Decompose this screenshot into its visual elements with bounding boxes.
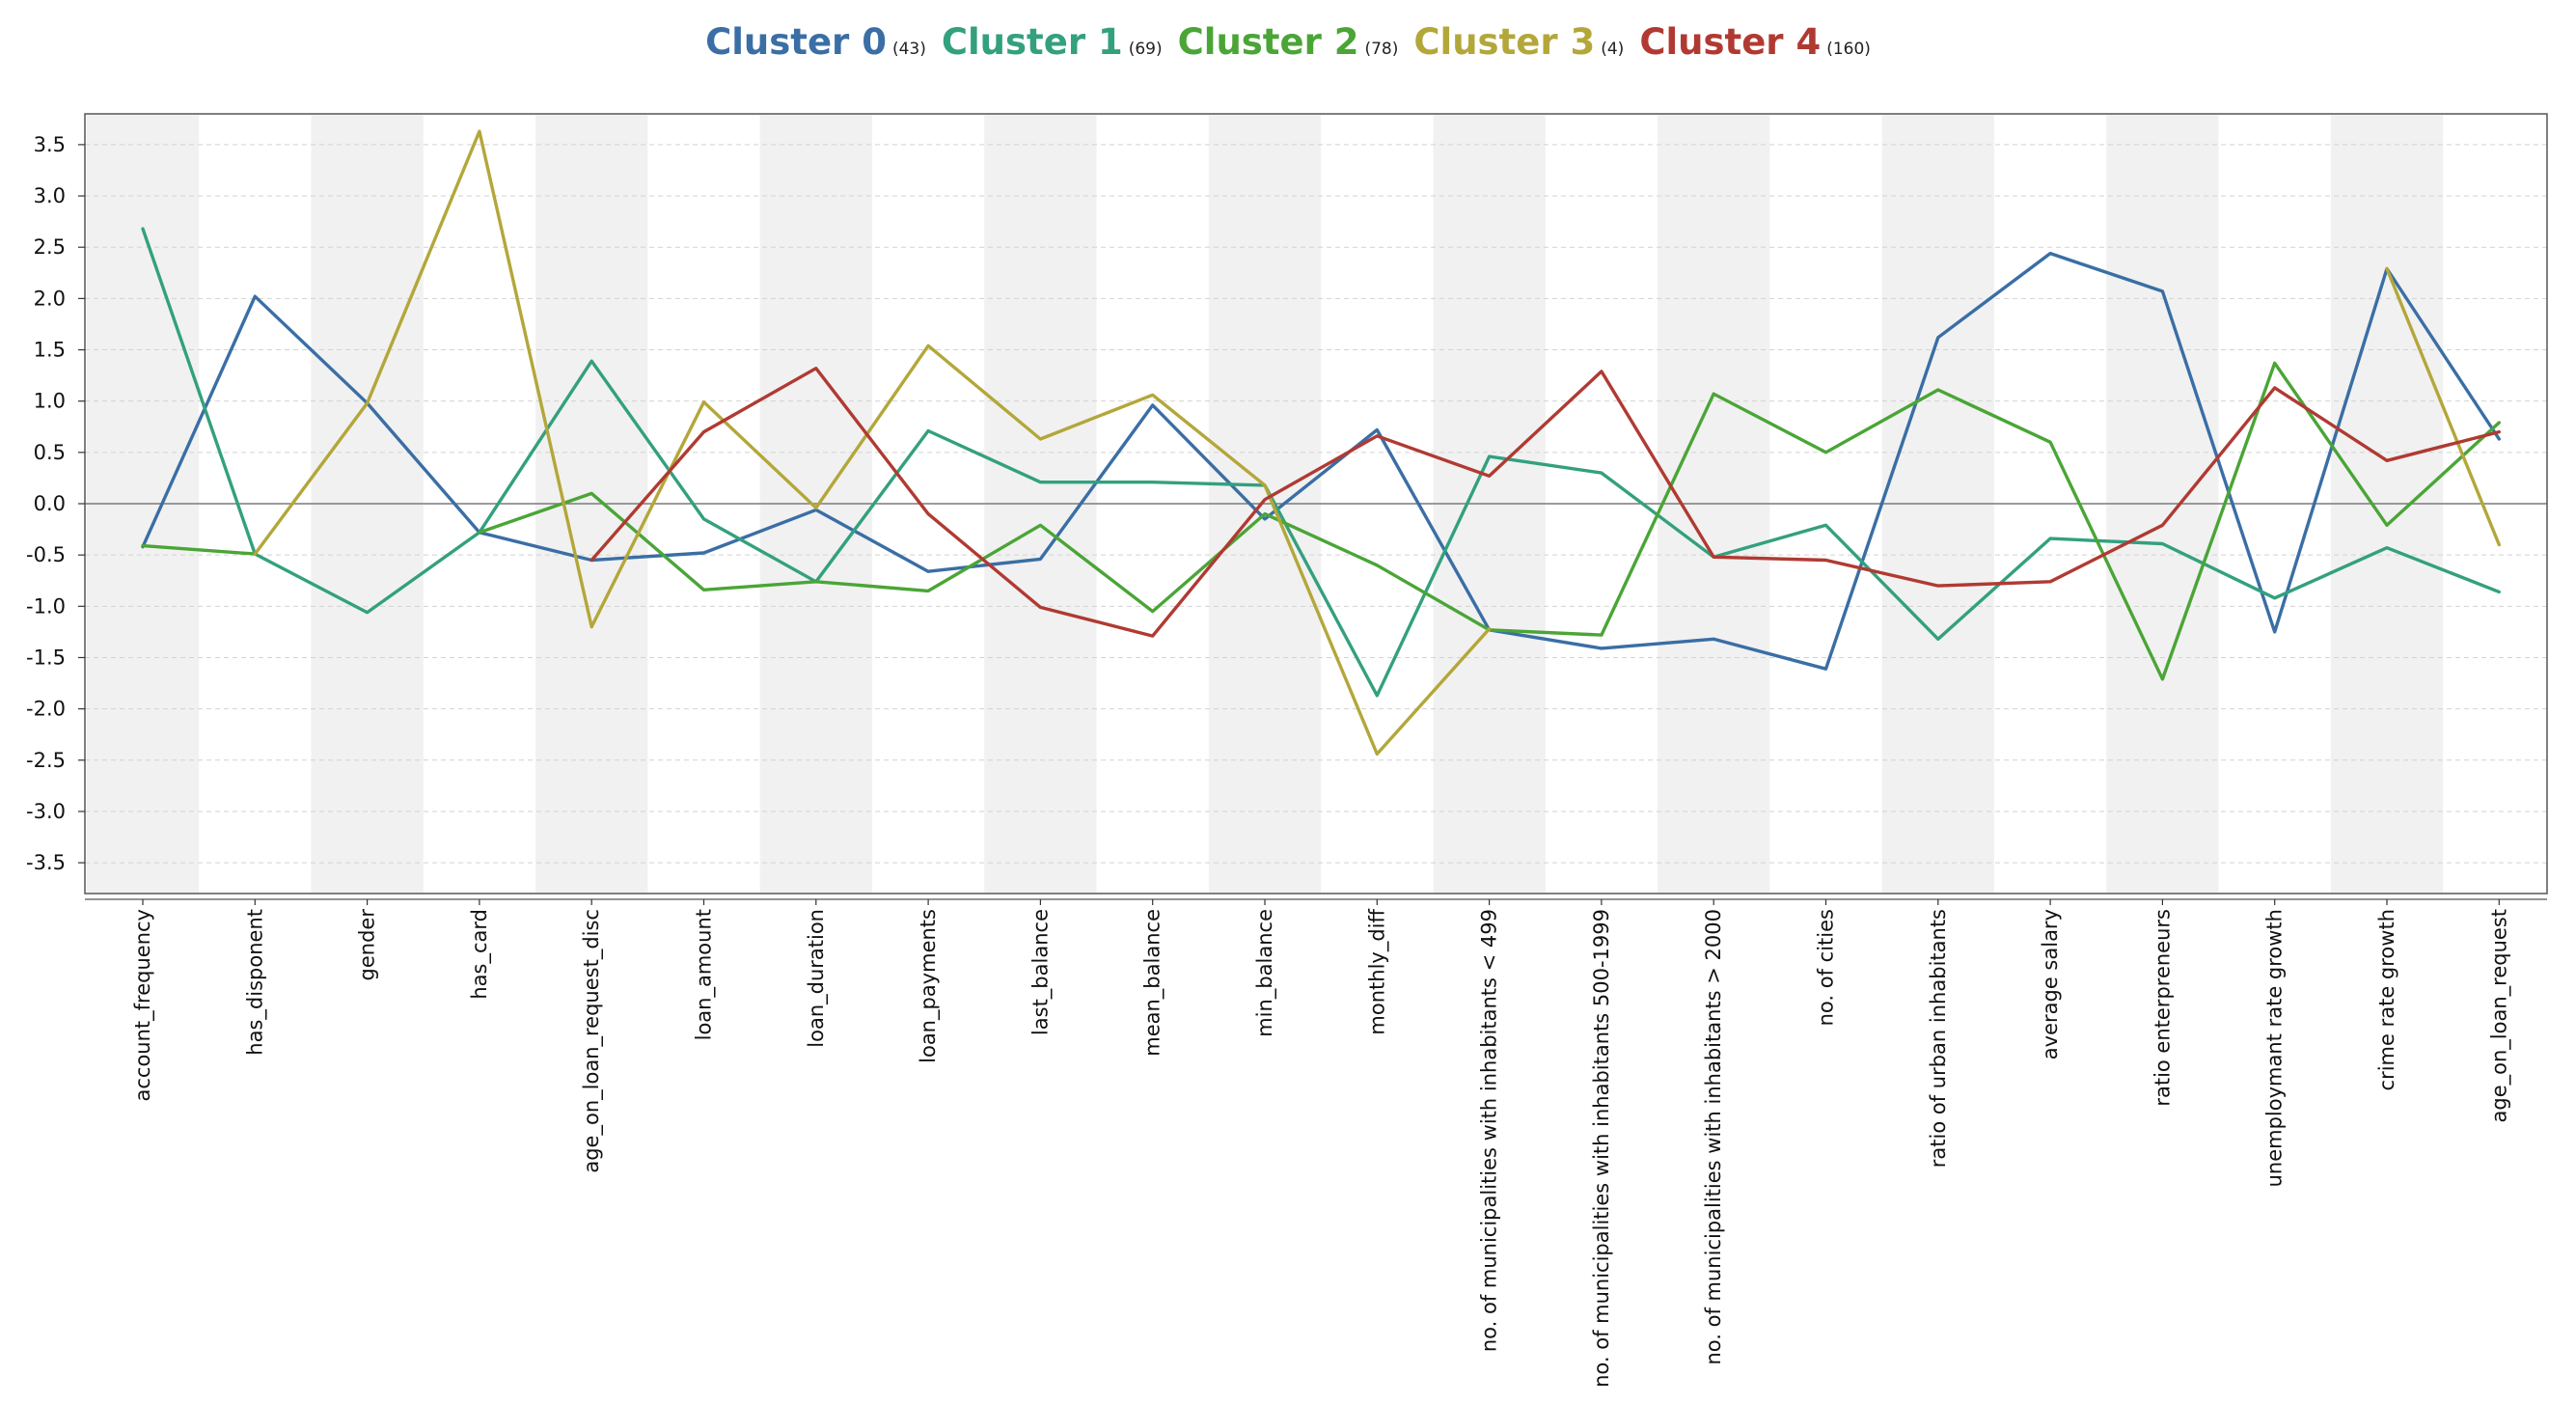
x-tick-label: age_on_loan_request_disc xyxy=(580,909,604,1173)
y-tick-label: 0.0 xyxy=(34,492,66,515)
legend-item-cluster-1[interactable]: Cluster 1 (69) xyxy=(942,21,1163,63)
legend-label: Cluster 3 xyxy=(1413,21,1596,63)
x-tick-label: unemploymant rate growth xyxy=(2263,909,2287,1187)
y-tick-label: 2.5 xyxy=(34,235,66,259)
series-line-cluster-3 xyxy=(2385,266,2501,547)
x-tick-label: has_card xyxy=(468,909,492,1000)
legend-label: Cluster 4 xyxy=(1639,21,1822,63)
legend-count: (4) xyxy=(1601,40,1625,59)
series-line-cluster-0 xyxy=(141,251,2501,671)
x-tick-label: loan_duration xyxy=(805,909,829,1048)
legend-item-cluster-2[interactable]: Cluster 2 (78) xyxy=(1178,21,1399,63)
x-tick-label: no. of municipalities with inhabitants <… xyxy=(1478,909,1501,1352)
legend-item-cluster-3[interactable]: Cluster 3 (4) xyxy=(1413,21,1624,63)
y-tick-label: -1.5 xyxy=(26,646,66,669)
y-tick-label: 1.0 xyxy=(34,390,66,413)
y-tick-label: -1.0 xyxy=(26,594,66,618)
x-tick-label: crime rate growth xyxy=(2375,909,2398,1090)
y-tick-label: 1.5 xyxy=(34,339,66,362)
series-line-cluster-1 xyxy=(141,227,2501,698)
legend-item-cluster-0[interactable]: Cluster 0 (43) xyxy=(705,21,926,63)
x-tick-label: age_on_loan_request xyxy=(2487,909,2511,1122)
x-tick-label: last_balance xyxy=(1028,909,1053,1035)
legend-label: Cluster 0 xyxy=(705,21,887,63)
x-tick-label: has_disponent xyxy=(243,909,267,1056)
x-tick-label: account_frequency xyxy=(131,909,155,1102)
series-line-cluster-2 xyxy=(141,543,257,556)
y-tick-label: -2.5 xyxy=(26,749,66,772)
legend-label: Cluster 1 xyxy=(941,21,1123,63)
legend-count: (43) xyxy=(891,40,926,59)
y-tick-label: -0.5 xyxy=(26,543,66,566)
series-line-cluster-3 xyxy=(253,129,1492,757)
y-tick-label: 2.0 xyxy=(34,287,66,310)
legend-label: Cluster 2 xyxy=(1177,21,1359,63)
y-tick-label: 3.0 xyxy=(34,184,66,207)
x-tick-label: ratio enterpreneurs xyxy=(2151,909,2174,1107)
y-tick-label: 0.5 xyxy=(34,441,66,464)
y-tick-label: 3.5 xyxy=(34,133,66,156)
y-tick-label: -3.5 xyxy=(26,851,66,874)
x-tick-label: ratio of urban inhabitants xyxy=(1927,909,1950,1168)
x-tick-label: average salary xyxy=(2039,909,2062,1059)
y-tick-label: -3.0 xyxy=(26,800,66,823)
x-tick-label: gender xyxy=(356,909,379,981)
legend-item-cluster-4[interactable]: Cluster 4 (160) xyxy=(1639,21,1871,63)
legend-count: (69) xyxy=(1128,40,1163,59)
legend-count: (78) xyxy=(1364,40,1399,59)
x-tick-label: loan_payments xyxy=(917,909,941,1063)
x-tick-label: no. of cities xyxy=(1815,909,1838,1026)
y-tick-label: -2.0 xyxy=(26,698,66,721)
series-line-cluster-4 xyxy=(589,367,2501,638)
chart-legend: Cluster 0 (43) Cluster 1 (69) Cluster 2 (78) C… xyxy=(0,21,2576,63)
x-tick-label: no. of municipalities with inhabitants 5… xyxy=(1590,909,1613,1388)
x-tick-label: mean_balance xyxy=(1141,909,1165,1057)
x-tick-label: no. of municipalities with inhabitants >… xyxy=(1702,909,1725,1365)
legend-count: (160) xyxy=(1826,40,1871,59)
x-tick-label: min_balance xyxy=(1253,909,1277,1037)
x-tick-label: loan_amount xyxy=(693,909,717,1040)
x-tick-label: monthly_diff xyxy=(1365,908,1389,1034)
